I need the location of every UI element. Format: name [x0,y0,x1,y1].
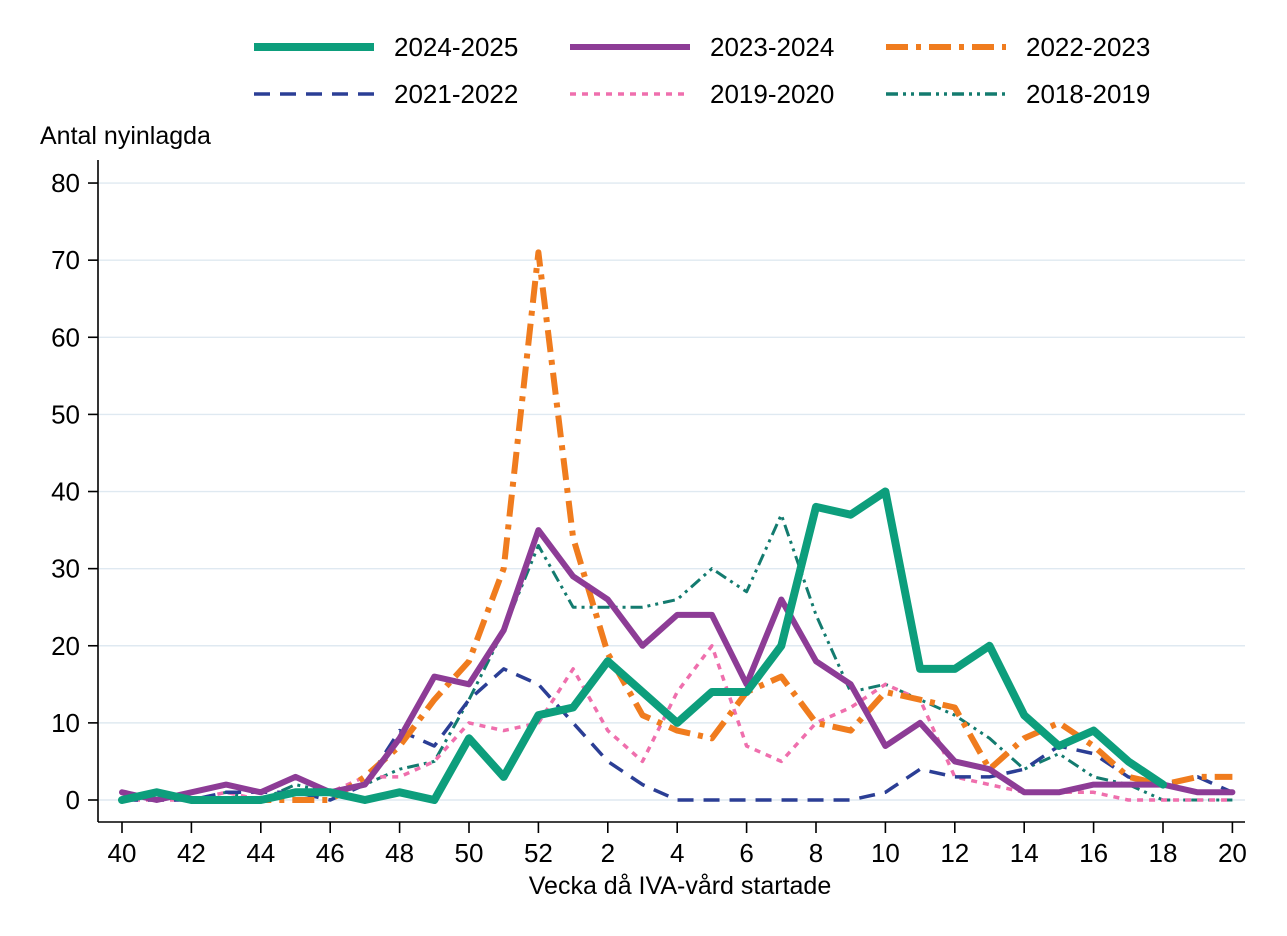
x-tick-label: 42 [177,838,206,868]
series-line-2024-2025 [118,487,1167,804]
x-tick-label: 12 [940,838,969,868]
legend-swatch-2024-2025 [254,43,374,51]
legend-item-2023-2024: 2023-2024 [568,32,834,62]
legend-item-2019-2020: 2019-2020 [568,79,834,109]
x-tick-label: 44 [246,838,275,868]
x-tick-label: 40 [108,838,137,868]
legend-item-2022-2023: 2022-2023 [884,32,1150,62]
legend-label-2022-2023: 2022-2023 [1026,31,1151,62]
series-line-2018-2019 [121,513,1233,802]
legend-label-2019-2020: 2019-2020 [710,78,835,109]
legend-label-2021-2022: 2021-2022 [394,78,519,109]
legend-swatch-2022-2023 [886,44,1006,50]
legend-item-2018-2019: 2018-2019 [884,79,1150,109]
legend-item-2024-2025: 2024-2025 [252,32,518,62]
series-line-2023-2024 [119,527,1236,803]
legend-swatch-2019-2020 [570,92,690,96]
x-tick-label: 10 [871,838,900,868]
x-tick-label: 20 [1218,838,1247,868]
series-line-2022-2023 [121,249,1233,803]
x-tick-label: 52 [524,838,553,868]
x-tick-label: 16 [1079,838,1108,868]
legend-label-2023-2024: 2023-2024 [710,31,835,62]
legend-swatch-2021-2022 [254,92,374,96]
legend-swatch-2023-2024 [570,44,690,50]
y-tick-label: 40 [51,477,80,507]
y-tick-label: 60 [51,322,80,352]
x-tick-label: 18 [1149,838,1178,868]
legend-item-2021-2022: 2021-2022 [252,79,518,109]
x-tick-label: 14 [1010,838,1039,868]
y-tick-label: 0 [66,785,80,815]
legend-label-2018-2019: 2018-2019 [1026,78,1151,109]
x-tick-label: 4 [670,838,684,868]
x-tick-label: 6 [739,838,753,868]
legend-label-2024-2025: 2024-2025 [394,31,519,62]
x-tick-label: 8 [809,838,823,868]
y-tick-label: 10 [51,708,80,738]
legend-swatch-2018-2019 [886,92,1006,96]
y-tick-label: 30 [51,554,80,584]
y-tick-label: 80 [51,168,80,198]
y-tick-label: 20 [51,631,80,661]
y-axis-title: Antal nyinlagda [40,122,211,150]
y-tick-label: 70 [51,245,80,275]
x-tick-label: 46 [316,838,345,868]
x-axis-title: Vecka då IVA-vård startade [528,872,832,900]
x-tick-label: 50 [455,838,484,868]
x-tick-label: 2 [601,838,615,868]
x-tick-label: 48 [385,838,414,868]
y-tick-label: 50 [51,399,80,429]
